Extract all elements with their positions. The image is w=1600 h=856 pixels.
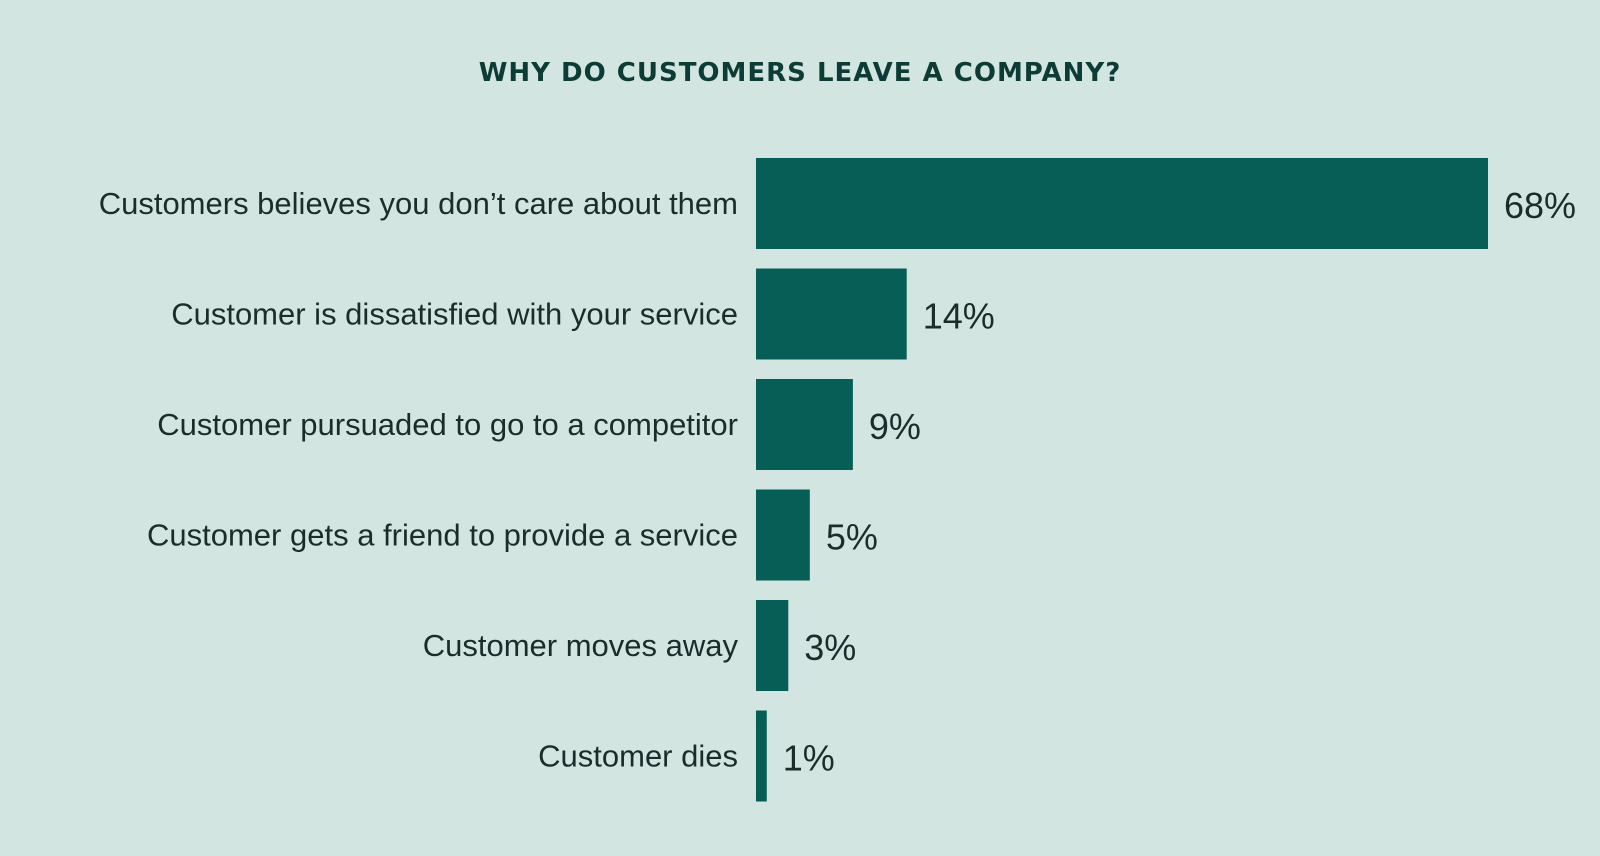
category-label-1: Customers believes you don’t care about … [99,186,738,221]
bar-6 [756,710,767,802]
bar-1 [756,158,1488,249]
category-label-4: Customer gets a friend to provide a serv… [147,518,738,553]
category-label-3: Customer pursuaded to go to a competitor [157,407,738,442]
chart-title: WHY DO CUSTOMERS LEAVE A COMPANY? [478,58,1122,88]
bar-2 [756,268,907,360]
value-label-1: 68% [1504,185,1576,226]
value-label-2: 14% [923,296,995,337]
bar-4 [756,489,810,581]
bar-5 [756,600,789,691]
category-label-5: Customer moves away [423,628,739,663]
value-label-4: 5% [826,517,878,558]
value-label-5: 3% [804,627,856,668]
category-label-2: Customer is dissatisfied with your servi… [171,297,738,332]
value-label-3: 9% [869,406,921,447]
category-label-6: Customer dies [538,739,738,774]
bar-3 [756,379,853,470]
value-label-6: 1% [783,738,835,779]
